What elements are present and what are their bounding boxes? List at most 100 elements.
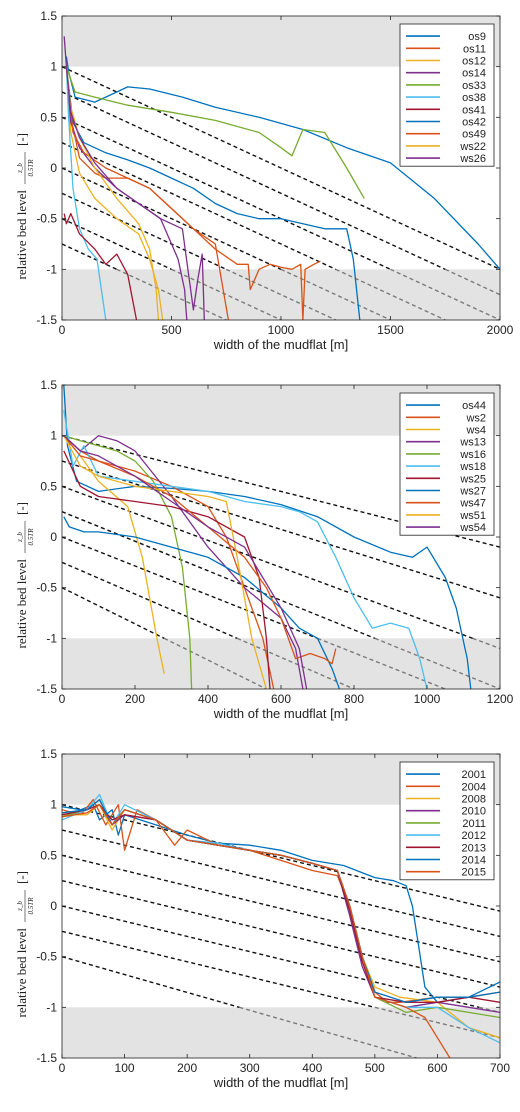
y-axis-label-text: relative bed level (14, 559, 29, 649)
y-tick-label: 0 (50, 899, 57, 913)
legend-label: ws54 (459, 522, 486, 534)
y-tick-label: 0.5 (40, 479, 57, 493)
dashed-reference-line (62, 116, 391, 270)
chart-panel-bottom: 0 100 200 300 400 500 600 700 -1.5 -1 -0.5 0 0.5 1 1.5… (0, 738, 520, 1107)
series-line-os9 (65, 56, 500, 270)
chart-svg: 0 200 400 600 800 1000 1200 -1.5 -1 -0.5 0 0.5 1 1.5 w… (14, 378, 514, 721)
y-tick-label: 0.5 (40, 848, 57, 862)
y-tick-label: 1.5 (40, 378, 57, 392)
y-axis-label-fraction-numerator: z_b (16, 901, 24, 912)
x-tick-label: 600 (427, 1061, 447, 1075)
dashed-reference-line-extension (390, 268, 500, 320)
dashed-reference-line (62, 854, 500, 963)
y-axis-label-text: relative bed level (14, 928, 29, 1018)
x-tick-label: 400 (198, 692, 218, 706)
legend-label: 2012 (462, 830, 486, 842)
legend-label: 2015 (462, 867, 486, 879)
series-line-ws51 (63, 435, 268, 689)
dashed-reference-line (62, 167, 282, 270)
series-line-ws54 (63, 435, 308, 689)
y-tick-label: -1 (46, 1000, 57, 1014)
shaded-band (62, 638, 500, 689)
y-tick-label: -1 (46, 631, 57, 645)
x-axis-label: width of the mudflat [m] (213, 337, 348, 352)
dashed-reference-line-extension (472, 637, 500, 650)
dashed-reference-line (62, 803, 500, 912)
x-axis-label: width of the mudflat [m] (213, 1075, 348, 1090)
chart-panel-top: 0 500 1000 1500 2000 -1.5 -1 -0.5 0 0.5 1 1.5 width … (0, 0, 520, 369)
x-tick-label: 500 (161, 323, 181, 337)
x-tick-label: 800 (344, 692, 364, 706)
dashed-reference-line (62, 243, 118, 270)
dashed-reference-line-extension (317, 637, 446, 689)
y-axis-label: relative bed level z_b 0.5TR [-] (14, 133, 35, 280)
legend-label: os33 (462, 80, 486, 92)
dashed-reference-line (62, 434, 500, 548)
legend-label: 2008 (462, 794, 486, 806)
dashed-reference-line-extension (280, 268, 391, 320)
legend: os9os11os12os14os33os38os41os42os49ws22w… (399, 23, 495, 167)
y-axis-label-unit: [-] (14, 133, 29, 146)
y-axis-label-fraction-denominator: 0.5TR (27, 528, 35, 546)
plot-lines (62, 385, 500, 689)
legend-label: os44 (462, 400, 486, 412)
legend-label: os9 (468, 31, 486, 43)
dashed-reference-line (62, 829, 500, 938)
y-tick-label: 0 (50, 161, 57, 175)
y-tick-label: 1 (50, 60, 57, 74)
series-line-os49 (65, 66, 321, 320)
legend-label: 2014 (462, 855, 486, 867)
series-line-os12 (65, 66, 164, 320)
y-axis-label: relative bed level z_b 0.5TR [-] (14, 871, 35, 1018)
series-line-ws18 (63, 410, 428, 689)
dashed-reference-line (62, 955, 240, 1009)
x-tick-label: 400 (302, 1061, 322, 1075)
legend: os44ws2ws4ws13ws16ws18ws25ws27ws47ws51ws… (399, 392, 495, 536)
y-tick-label: -0.5 (36, 212, 57, 226)
x-tick-label: 600 (271, 692, 291, 706)
y-tick-label: 0 (50, 530, 57, 544)
y-axis-label-unit: [-] (14, 502, 29, 515)
legend-label: os14 (462, 68, 486, 80)
y-axis-label-fraction-denominator: 0.5TR (27, 159, 35, 177)
dashed-reference-line (62, 485, 473, 639)
y-tick-label: -0.5 (36, 581, 57, 595)
x-tick-label: 700 (490, 1061, 510, 1075)
legend-label: 2013 (462, 842, 486, 854)
legend-label: ws22 (459, 141, 486, 153)
y-tick-label: -1 (46, 262, 57, 276)
legend-label: os41 (462, 104, 486, 116)
y-tick-label: 1 (50, 798, 57, 812)
x-tick-label: 100 (115, 1061, 135, 1075)
chart-panel-middle: 0 200 400 600 800 1000 1200 -1.5 -1 -0.5 0 0.5 1 1.5 w… (0, 369, 520, 738)
legend-label: 2011 (462, 818, 486, 830)
dashed-reference-line-extension (236, 637, 355, 689)
legend-label: ws51 (459, 510, 486, 522)
x-tick-label: 300 (240, 1061, 260, 1075)
x-tick-label: 500 (365, 1061, 385, 1075)
legend-label: os11 (463, 43, 486, 55)
dashed-reference-line (62, 511, 376, 639)
legend-label: ws26 (459, 153, 486, 165)
y-axis-label-fraction-numerator: z_b (16, 532, 24, 543)
legend-label: os49 (462, 129, 486, 141)
x-tick-label: 1000 (268, 323, 295, 337)
x-tick-label: 2000 (487, 323, 514, 337)
x-tick-label: 1000 (414, 692, 441, 706)
x-tick-label: 200 (125, 692, 145, 706)
series-line-ws26 (63, 36, 205, 320)
legend-label: ws2 (465, 412, 486, 424)
x-tick-label: 1500 (377, 323, 404, 337)
y-tick-label: 1.5 (40, 9, 57, 23)
dashed-reference-line (62, 536, 318, 639)
dashed-reference-line (62, 66, 500, 270)
legend-label: os38 (462, 92, 486, 104)
y-axis-label-fraction-numerator: z_b (16, 163, 24, 174)
y-tick-label: 0.5 (40, 110, 57, 124)
y-tick-label: -1.5 (36, 313, 57, 327)
series-line-os44 (63, 385, 472, 689)
legend-label: ws4 (465, 425, 486, 437)
dashed-reference-line-extension (444, 268, 500, 296)
legend-label: ws47 (459, 498, 486, 510)
